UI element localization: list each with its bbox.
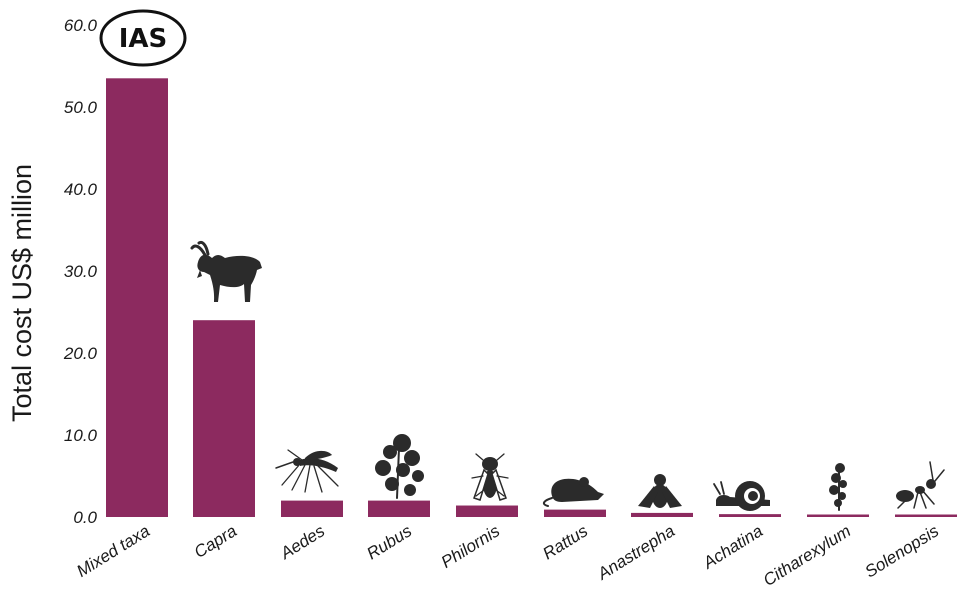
bar — [807, 514, 869, 517]
y-tick-label: 40.0 — [64, 180, 98, 199]
bar — [281, 500, 343, 517]
x-tick-label: Philornis — [438, 521, 504, 572]
bar — [193, 320, 255, 517]
y-tick-label: 20.0 — [63, 344, 98, 363]
y-tick-label: 0.0 — [73, 508, 97, 527]
bars — [106, 78, 957, 518]
rat-icon — [542, 477, 604, 507]
fiddlewood-icon — [829, 463, 847, 511]
bar — [895, 514, 957, 517]
x-tick-label: Solenopsis — [862, 521, 943, 581]
ias-badge: IAS — [99, 9, 187, 67]
bar — [631, 512, 693, 517]
y-tick-label: 60.0 — [64, 16, 98, 35]
x-tick-label: Citharexylum — [760, 521, 854, 590]
x-axis-labels: Mixed taxa Capra Aedes Rubus Philornis Rattus… — [73, 521, 942, 590]
x-tick-label: Rubus — [363, 521, 415, 563]
bramble-icon — [375, 434, 424, 499]
fruit-fly-icon — [638, 474, 682, 508]
y-axis-label: Total cost US$ million — [7, 164, 37, 422]
ias-badge-text: IAS — [119, 24, 168, 54]
x-tick-label: Capra — [191, 521, 240, 562]
y-tick-label: 30.0 — [64, 262, 98, 281]
ant-icon — [896, 461, 945, 509]
x-tick-label: Rattus — [539, 521, 591, 563]
snail-icon — [713, 481, 770, 511]
x-tick-label: Aedes — [276, 521, 328, 563]
mosquito-icon — [275, 449, 339, 493]
fly-icon — [471, 453, 509, 501]
bar — [456, 505, 518, 517]
x-tick-label: Anastrepha — [593, 521, 678, 584]
x-tick-label: Mixed taxa — [73, 521, 153, 581]
y-tick-label: 50.0 — [64, 98, 98, 117]
bar — [368, 500, 430, 517]
x-tick-label: Achatina — [699, 521, 766, 573]
bar — [106, 78, 168, 518]
bar — [544, 509, 606, 517]
y-axis-ticks: 0.0 10.0 20.0 30.0 40.0 50.0 60.0 — [63, 16, 98, 527]
bar — [719, 514, 781, 517]
goat-icon — [190, 240, 262, 302]
y-tick-label: 10.0 — [64, 426, 98, 445]
